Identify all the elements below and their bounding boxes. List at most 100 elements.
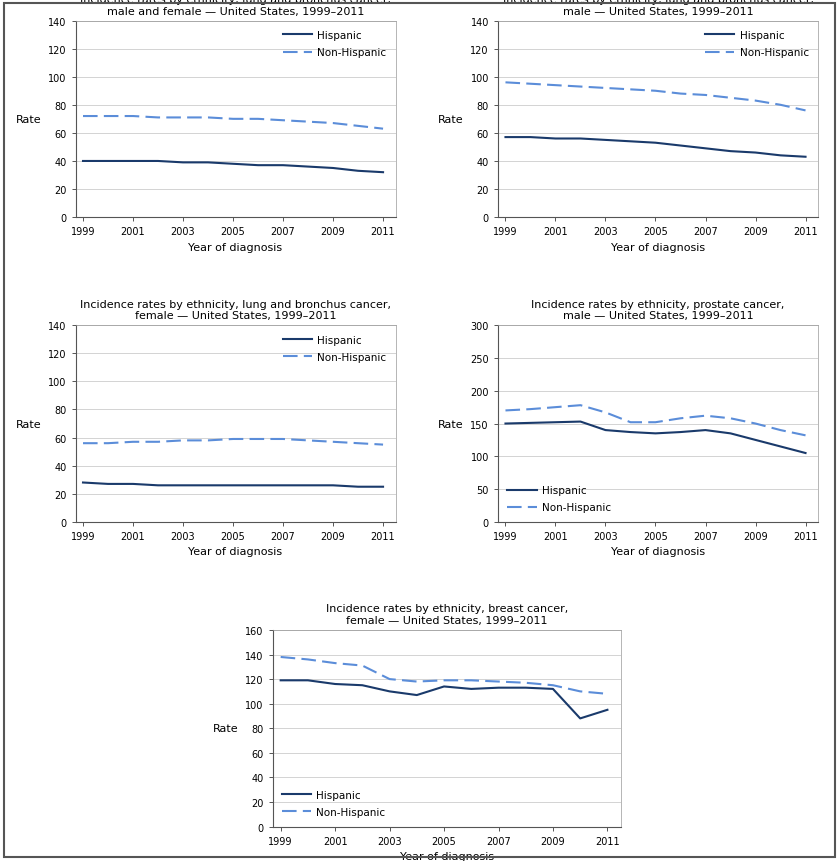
Hispanic — [384, 686, 394, 697]
Legend: Hispanic, Non-Hispanic: Hispanic, Non-Hispanic — [279, 27, 390, 62]
Non-Hispanic — [650, 418, 660, 428]
Hispanic — [625, 137, 635, 147]
Hispanic — [525, 418, 535, 429]
Non-Hispanic — [353, 121, 363, 132]
Title: Incidence rates by ethnicity, prostate cancer,
male — United States, 1999–2011: Incidence rates by ethnicity, prostate c… — [531, 300, 784, 321]
Non-Hispanic — [357, 660, 367, 671]
Non-Hispanic — [253, 434, 263, 444]
Hispanic — [576, 134, 586, 145]
Hispanic — [178, 158, 188, 169]
Hispanic — [253, 161, 263, 171]
Non-Hispanic — [550, 81, 560, 91]
Title: Incidence rates by ethnicity, lung and bronchus cancer,
male — United States, 19: Incidence rates by ethnicity, lung and b… — [503, 0, 814, 16]
Non-Hispanic — [525, 79, 535, 90]
Hispanic — [278, 161, 288, 171]
Line: Hispanic: Hispanic — [505, 422, 805, 454]
Y-axis label: Rate: Rate — [16, 419, 41, 429]
Hispanic — [726, 146, 736, 157]
Non-Hispanic — [203, 436, 213, 446]
Hispanic — [303, 480, 313, 491]
Non-Hispanic — [303, 436, 313, 446]
Non-Hispanic — [330, 658, 340, 668]
Non-Hispanic — [500, 78, 510, 89]
Line: Non-Hispanic: Non-Hispanic — [83, 117, 383, 129]
Non-Hispanic — [78, 112, 88, 122]
Hispanic — [303, 675, 313, 685]
Non-Hispanic — [675, 90, 685, 100]
Hispanic — [78, 478, 88, 488]
Non-Hispanic — [625, 418, 635, 428]
Hispanic — [775, 151, 785, 161]
Non-Hispanic — [203, 113, 213, 123]
Non-Hispanic — [384, 674, 394, 684]
Non-Hispanic — [493, 677, 503, 687]
Non-Hispanic — [412, 677, 422, 687]
Line: Hispanic: Hispanic — [281, 680, 607, 719]
Non-Hispanic — [701, 411, 711, 421]
Hispanic — [203, 480, 213, 491]
Hispanic — [178, 480, 188, 491]
Non-Hispanic — [775, 101, 785, 111]
Hispanic — [601, 425, 611, 436]
Line: Non-Hispanic: Non-Hispanic — [505, 84, 805, 111]
Non-Hispanic — [178, 436, 188, 446]
Legend: Hispanic, Non-Hispanic: Hispanic, Non-Hispanic — [279, 331, 390, 367]
Title: Incidence rates by ethnicity, lung and bronchus cancer,
female — United States, : Incidence rates by ethnicity, lung and b… — [80, 300, 391, 321]
Y-axis label: Rate: Rate — [438, 419, 464, 429]
Non-Hispanic — [775, 425, 785, 436]
Non-Hispanic — [153, 437, 163, 448]
Non-Hispanic — [303, 117, 313, 127]
Non-Hispanic — [602, 689, 612, 699]
Line: Hispanic: Hispanic — [505, 138, 805, 158]
Hispanic — [550, 134, 560, 145]
Non-Hispanic — [675, 413, 685, 424]
Line: Hispanic: Hispanic — [83, 162, 383, 173]
Hispanic — [500, 133, 510, 143]
Non-Hispanic — [500, 406, 510, 416]
Non-Hispanic — [576, 83, 586, 93]
Non-Hispanic — [750, 419, 760, 430]
X-axis label: Year of diagnosis: Year of diagnosis — [611, 547, 705, 557]
Hispanic — [550, 418, 560, 428]
Y-axis label: Rate: Rate — [438, 115, 464, 125]
Non-Hispanic — [726, 94, 736, 104]
Hispanic — [726, 429, 736, 439]
Hispanic — [276, 675, 286, 685]
Hispanic — [78, 157, 88, 167]
Hispanic — [303, 162, 313, 172]
Hispanic — [228, 480, 238, 491]
Non-Hispanic — [303, 654, 313, 665]
Non-Hispanic — [576, 400, 586, 411]
Hispanic — [330, 679, 340, 690]
Hispanic — [412, 690, 422, 700]
Non-Hispanic — [800, 430, 810, 441]
Non-Hispanic — [548, 680, 558, 691]
Hispanic — [353, 166, 363, 177]
Hispanic — [253, 480, 263, 491]
Hispanic — [701, 144, 711, 154]
Non-Hispanic — [278, 434, 288, 444]
Hispanic — [650, 429, 660, 439]
Non-Hispanic — [576, 686, 586, 697]
Non-Hispanic — [601, 84, 611, 94]
Hispanic — [153, 157, 163, 167]
Non-Hispanic — [328, 119, 338, 129]
Y-axis label: Rate: Rate — [16, 115, 41, 125]
Non-Hispanic — [378, 440, 388, 450]
Hispanic — [650, 139, 660, 149]
Hispanic — [800, 152, 810, 163]
Non-Hispanic — [228, 434, 238, 444]
Non-Hispanic — [228, 115, 238, 125]
Hispanic — [278, 480, 288, 491]
Non-Hispanic — [328, 437, 338, 448]
Hispanic — [328, 164, 338, 174]
Hispanic — [601, 135, 611, 146]
Hispanic — [625, 427, 635, 437]
Hispanic — [128, 480, 138, 490]
Line: Hispanic: Hispanic — [83, 483, 383, 487]
Non-Hispanic — [103, 438, 113, 449]
X-axis label: Year of diagnosis: Year of diagnosis — [611, 243, 705, 252]
Hispanic — [153, 480, 163, 491]
Hispanic — [103, 157, 113, 167]
Non-Hispanic — [625, 85, 635, 96]
